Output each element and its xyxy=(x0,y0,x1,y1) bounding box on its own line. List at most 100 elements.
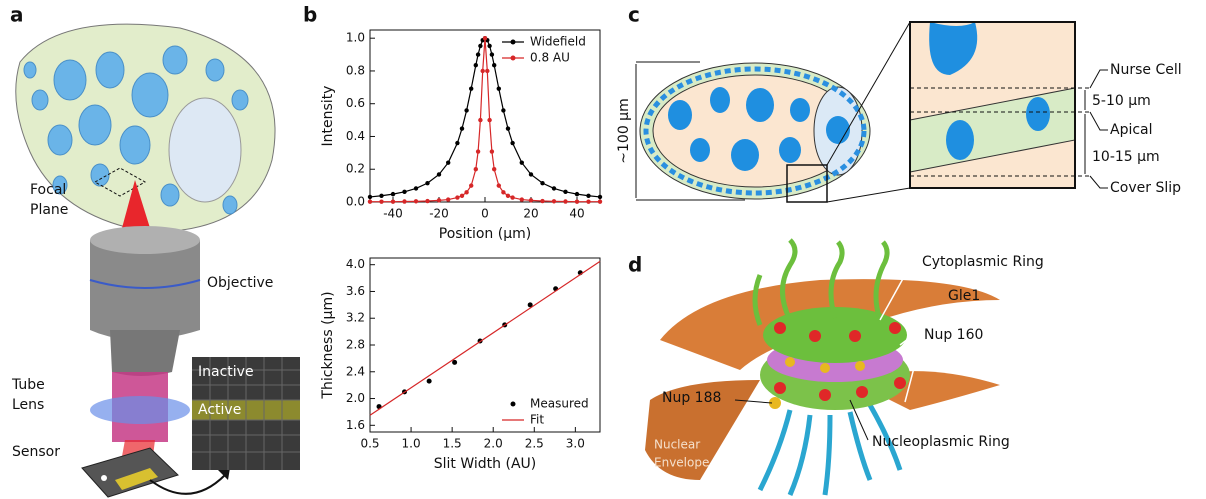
point xyxy=(474,63,478,67)
point xyxy=(402,190,406,194)
label: Active xyxy=(198,402,241,418)
x-tick-label: 2.0 xyxy=(484,437,503,451)
point xyxy=(402,199,406,203)
x-tick-label: 1.5 xyxy=(443,437,462,451)
point xyxy=(391,199,395,203)
y-tick-label: 0.4 xyxy=(346,129,365,143)
point xyxy=(391,192,395,196)
y-tick-label: 2.8 xyxy=(346,338,365,352)
label: Nup 188 xyxy=(662,390,721,406)
point xyxy=(501,190,505,194)
label: Plane xyxy=(30,202,68,218)
point xyxy=(497,86,501,90)
nucleus xyxy=(946,120,974,160)
point xyxy=(552,199,556,203)
basket xyxy=(760,405,900,495)
label: Inactive xyxy=(198,364,254,380)
point xyxy=(485,69,489,73)
point xyxy=(460,194,464,198)
y-tick-label: 0.8 xyxy=(346,63,365,77)
point xyxy=(437,198,441,202)
inset-link xyxy=(827,188,910,202)
label: Nuclear xyxy=(654,438,700,452)
point xyxy=(586,194,590,198)
point xyxy=(368,195,372,199)
sensor-dot xyxy=(101,475,107,481)
point xyxy=(492,63,496,67)
x-tick-label: -20 xyxy=(429,207,449,221)
point xyxy=(501,108,505,112)
label: Cover Slip xyxy=(1110,180,1181,196)
label: Cytoplasmic Ring xyxy=(922,254,1044,270)
label: Sensor xyxy=(12,444,60,460)
point xyxy=(506,126,510,130)
point xyxy=(598,195,602,199)
label: Gle1 xyxy=(948,288,980,304)
point xyxy=(478,118,482,122)
point xyxy=(552,186,556,190)
label: Tube xyxy=(11,377,45,393)
x-axis-label: Slit Width (AU) xyxy=(434,456,536,472)
point xyxy=(529,198,533,202)
point xyxy=(575,192,579,196)
point xyxy=(460,126,464,130)
point xyxy=(586,199,590,203)
point xyxy=(437,172,441,176)
legend-label: 0.8 AU xyxy=(530,51,570,65)
y-axis-label: Intensity xyxy=(320,86,336,147)
y-tick-label: 0.2 xyxy=(346,162,365,176)
point xyxy=(368,199,372,203)
sensor xyxy=(82,448,178,497)
point xyxy=(379,194,383,198)
point xyxy=(455,195,459,199)
point xyxy=(464,108,468,112)
point xyxy=(497,183,501,187)
point xyxy=(427,379,432,384)
point xyxy=(476,52,480,56)
y-tick-label: 4.0 xyxy=(346,257,365,271)
point xyxy=(510,195,514,199)
x-axis-label: Position (μm) xyxy=(439,226,531,242)
point xyxy=(520,160,524,164)
point xyxy=(540,181,544,185)
label: Lens xyxy=(12,397,44,413)
x-tick-label: 2.5 xyxy=(525,437,544,451)
label: ~100 μm xyxy=(616,98,632,163)
point xyxy=(464,190,468,194)
label: Nurse Cell xyxy=(1110,62,1182,78)
y-tick-label: 3.2 xyxy=(346,311,365,325)
x-tick-label: -40 xyxy=(383,207,403,221)
legend-label: Widefield xyxy=(530,35,586,49)
label: Objective xyxy=(207,275,273,291)
point xyxy=(487,118,491,122)
point xyxy=(469,183,473,187)
point xyxy=(425,199,429,203)
y-tick-label: 0.6 xyxy=(346,96,365,110)
panel-c: c ~100 μm Nurse Cell 5-10 μm Apical 10-1… xyxy=(616,3,1182,203)
point xyxy=(490,149,494,153)
panel-a: a Focal Plane Objective Tube Lens Sensor… xyxy=(10,3,300,498)
tube-lens xyxy=(90,396,190,424)
y-tick-label: 2.4 xyxy=(346,364,365,378)
objective-top xyxy=(90,226,200,254)
point xyxy=(469,86,473,90)
panel-letter: d xyxy=(628,253,642,277)
x-tick-label: 3.0 xyxy=(566,437,585,451)
label: Focal xyxy=(30,182,66,198)
point xyxy=(506,194,510,198)
legend-label: Measured xyxy=(530,397,589,411)
legend-swatch xyxy=(511,56,516,61)
label: Envelope xyxy=(654,456,709,470)
x-tick-label: 20 xyxy=(523,207,538,221)
label: Apical xyxy=(1110,122,1153,138)
panel-d: d Cytoplasmic Ring Gle1 Nup 160 Nup 188 … xyxy=(628,240,1044,495)
point xyxy=(492,167,496,171)
point xyxy=(379,199,383,203)
label: Nup 160 xyxy=(924,327,983,343)
point xyxy=(446,160,450,164)
point xyxy=(474,167,478,171)
point xyxy=(452,360,457,365)
point xyxy=(529,172,533,176)
y-tick-label: 2.0 xyxy=(346,391,365,405)
x-tick-label: 0.5 xyxy=(360,437,379,451)
